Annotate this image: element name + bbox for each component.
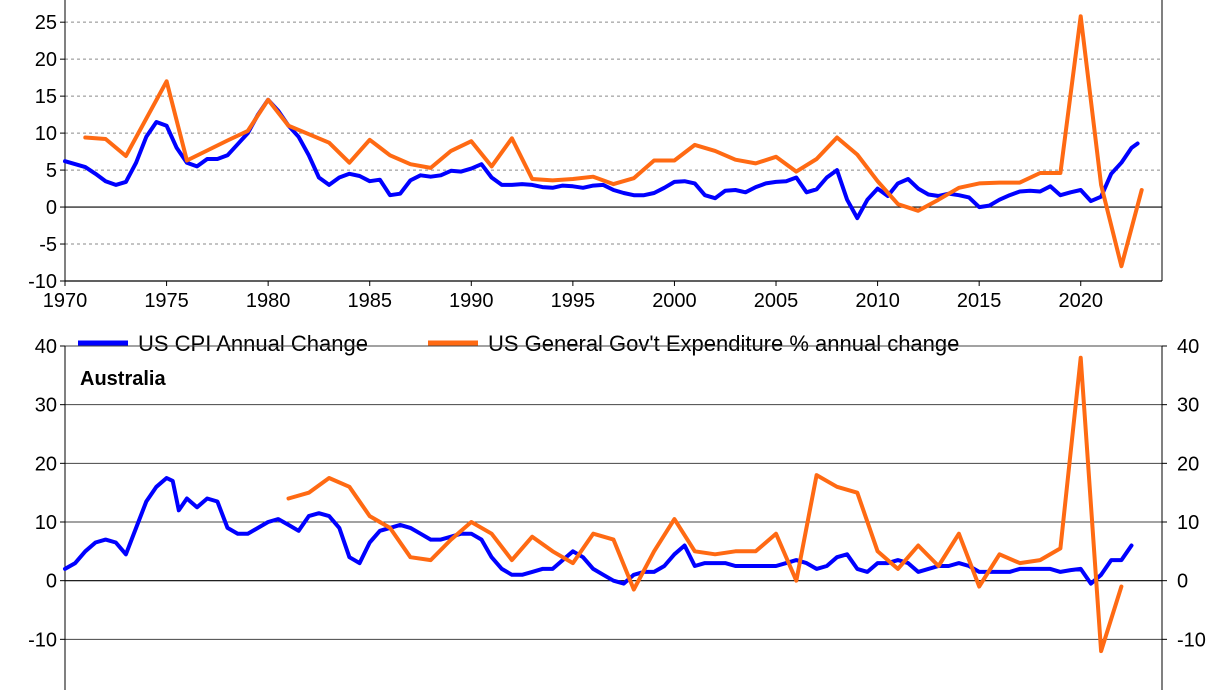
x-tick-label: 2020 [1058, 290, 1103, 312]
gov-expenditure-series-line [83, 14, 1144, 269]
y-tick-label: 0 [46, 571, 57, 593]
y-tick-label: -10 [28, 271, 57, 293]
y-tick-label: 10 [35, 123, 57, 145]
y-tick-label: 0 [46, 197, 57, 219]
us-x-tick-labels: 1970 1975 1980 1985 1990 1995 2000 2005 2010 2015… [43, 281, 1103, 312]
australia-y-tick-labels: -10 -10 0 0 10 10 20 20 30 30 40 40 [28, 336, 1206, 651]
x-tick-label: 1990 [449, 290, 494, 312]
legend-label-gov: US General Gov't Expenditure % annual ch… [488, 331, 959, 356]
x-tick-label: 2015 [957, 290, 1002, 312]
y-tick-label: 25 [35, 12, 57, 34]
australia-panel: Australia -10 -10 0 0 10 10 20 20 30 30 40 40 [28, 336, 1206, 690]
y-tick-label: -10 [28, 629, 57, 651]
x-tick-label: 1995 [551, 290, 596, 312]
y-tick-label-right: -10 [1177, 629, 1206, 651]
x-tick-label: 1970 [43, 290, 88, 312]
us-panel: -10 -5 0 5 10 15 20 25 1970 1975 1980 1985 1990 1995… [28, 0, 1163, 312]
australia-series-lines [63, 355, 1134, 654]
gov-expenditure-series-line [286, 355, 1124, 654]
us-series-lines [63, 14, 1144, 269]
legend-label-cpi: US CPI Annual Change [138, 331, 368, 356]
australia-panel-title: Australia [80, 368, 166, 390]
y-tick-label: 15 [35, 86, 57, 108]
us-y-tick-labels: -10 -5 0 5 10 15 20 25 [28, 12, 57, 293]
y-tick-label: 40 [35, 336, 57, 358]
y-tick-label-right: 10 [1177, 512, 1199, 534]
y-tick-label-right: 0 [1177, 571, 1188, 593]
y-tick-label: 20 [35, 453, 57, 475]
us-gridlines [60, 0, 1163, 282]
x-tick-label: 1985 [347, 290, 392, 312]
y-tick-label-right: 30 [1177, 395, 1199, 417]
y-tick-label: 30 [35, 395, 57, 417]
y-tick-label: 5 [46, 160, 57, 182]
y-tick-label: 20 [35, 49, 57, 71]
x-tick-label: 2010 [855, 290, 900, 312]
y-tick-label-right: 40 [1177, 336, 1199, 358]
x-tick-label: 2000 [652, 290, 697, 312]
x-tick-label: 1975 [144, 290, 189, 312]
x-tick-label: 2005 [754, 290, 799, 312]
cpi-series-line [63, 476, 1134, 586]
y-tick-label-right: 20 [1177, 453, 1199, 475]
y-tick-label: -5 [39, 234, 57, 256]
y-tick-label: 10 [35, 512, 57, 534]
australia-gridlines [60, 345, 1167, 690]
cpi-series-line [63, 97, 1140, 221]
legend: US CPI Annual Change US General Gov't Ex… [78, 331, 959, 356]
x-tick-label: 1980 [246, 290, 291, 312]
